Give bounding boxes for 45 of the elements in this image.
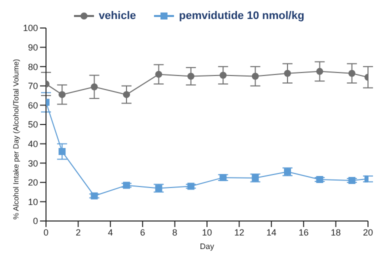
point bbox=[90, 192, 98, 200]
point bbox=[187, 182, 194, 190]
y-tick-label: 80 bbox=[28, 62, 38, 72]
x-tick-label: 18 bbox=[330, 227, 341, 238]
point bbox=[123, 91, 130, 98]
point bbox=[187, 72, 194, 80]
x-axis-title: Day bbox=[200, 242, 214, 251]
legend-label: pemvidutide 10 nmol/kg bbox=[178, 10, 304, 22]
point bbox=[58, 91, 66, 98]
x-tick-label: 10 bbox=[202, 227, 212, 238]
point bbox=[220, 174, 227, 182]
y-tick-label: 70 bbox=[28, 81, 38, 92]
point bbox=[252, 72, 259, 80]
x-tick-label: 20 bbox=[362, 227, 374, 238]
y-tick-label: 60 bbox=[28, 100, 38, 110]
y-tick-label: 100 bbox=[22, 23, 38, 34]
point bbox=[316, 176, 324, 184]
x-tick-label: 4 bbox=[108, 227, 113, 238]
x-tick-label: 0 bbox=[43, 227, 49, 238]
point bbox=[123, 182, 130, 189]
point bbox=[155, 70, 162, 78]
point bbox=[316, 68, 324, 75]
y-tick-label: 50 bbox=[28, 120, 38, 130]
y-tick-label: 40 bbox=[28, 138, 38, 149]
x-tick-label: 14 bbox=[266, 227, 276, 238]
point bbox=[252, 174, 259, 182]
point bbox=[284, 168, 291, 176]
legend-label: vehicle bbox=[98, 10, 136, 22]
point bbox=[284, 70, 291, 77]
point bbox=[58, 148, 66, 156]
y-tick-label: 90 bbox=[28, 42, 38, 52]
x-tick-label: 16 bbox=[298, 227, 309, 238]
y-tick-label: 20 bbox=[28, 178, 38, 188]
x-tick-label: 6 bbox=[140, 227, 146, 238]
x-tick-label: 8 bbox=[172, 227, 178, 238]
y-tick-label: 0 bbox=[32, 216, 38, 226]
point bbox=[348, 176, 356, 184]
point bbox=[155, 184, 162, 192]
y-tick-label: 30 bbox=[28, 158, 38, 168]
x-tick-label: 12 bbox=[234, 227, 244, 238]
y-tick-label: 10 bbox=[28, 196, 38, 207]
point bbox=[90, 83, 98, 90]
point bbox=[220, 72, 227, 79]
x-tick-label: 2 bbox=[76, 227, 81, 238]
point bbox=[348, 70, 356, 77]
